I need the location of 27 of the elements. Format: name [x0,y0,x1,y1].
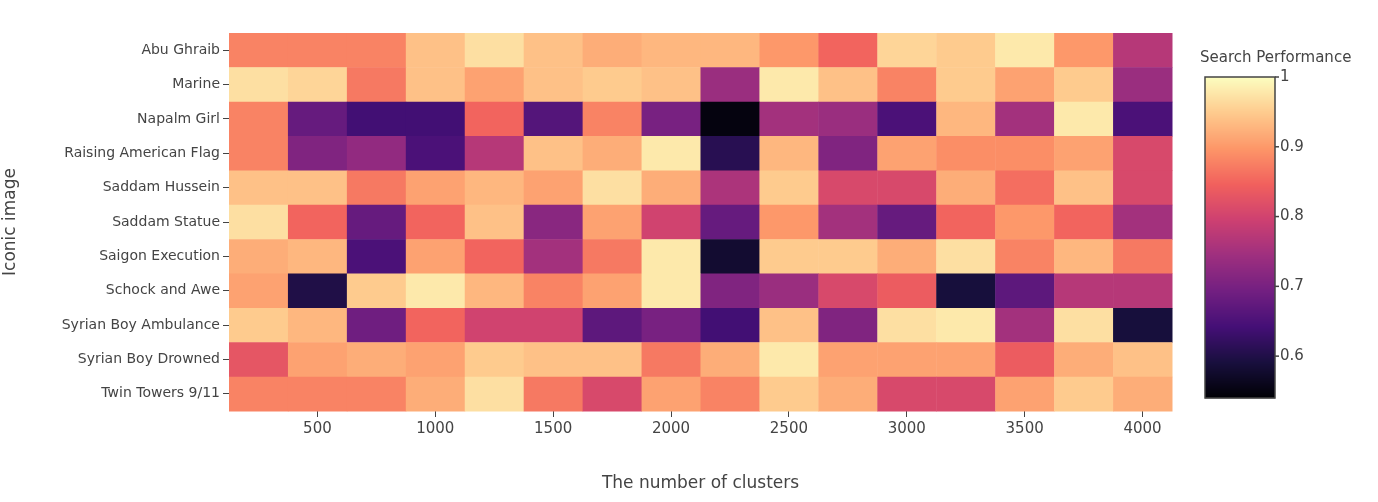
x-tick-label: 1500 [534,418,573,437]
y-tick-label: Raising American Flag [64,143,220,160]
y-tick-label: Napalm Girl [137,109,220,126]
y-tick-label: Saddam Hussein [102,178,220,195]
x-tick-label: 1000 [416,418,455,437]
y-tick-label: Saddam Statue [112,212,220,229]
y-tick-label: Schock and Awe [105,281,220,298]
x-tick-label: 2000 [651,418,691,437]
x-tick-label: 4000 [1123,418,1162,437]
y-tick-label: Twin Towers 9/11 [100,384,220,401]
y-tick-label: Marine [172,75,220,92]
y-tick-label: Syrian Boy Drowned [77,350,220,367]
x-tick-label: 2500 [769,418,808,437]
color-bar-title: Search Performance [1200,48,1352,66]
x-tick-label: 500 [303,418,332,437]
color-bar-label: 0.8 [1280,206,1304,225]
color-bar-label: 0.6 [1280,346,1304,365]
color-bar-label: 0.7 [1280,276,1304,295]
color-bar-label: 0.9 [1280,136,1304,155]
y-tick-label: Saigon Execution [99,247,220,263]
y-tick-label: Syrian Boy Ambulance [61,315,220,332]
x-tick-label: 3000 [887,418,926,437]
color-bar-label: 1 [1280,66,1290,85]
y-tick-label: Abu Ghraib [141,40,221,57]
y-axis-title: Iconic image [0,168,19,276]
x-tick-label: 3500 [1005,418,1044,437]
x-axis-title: The number of clusters [600,472,800,493]
